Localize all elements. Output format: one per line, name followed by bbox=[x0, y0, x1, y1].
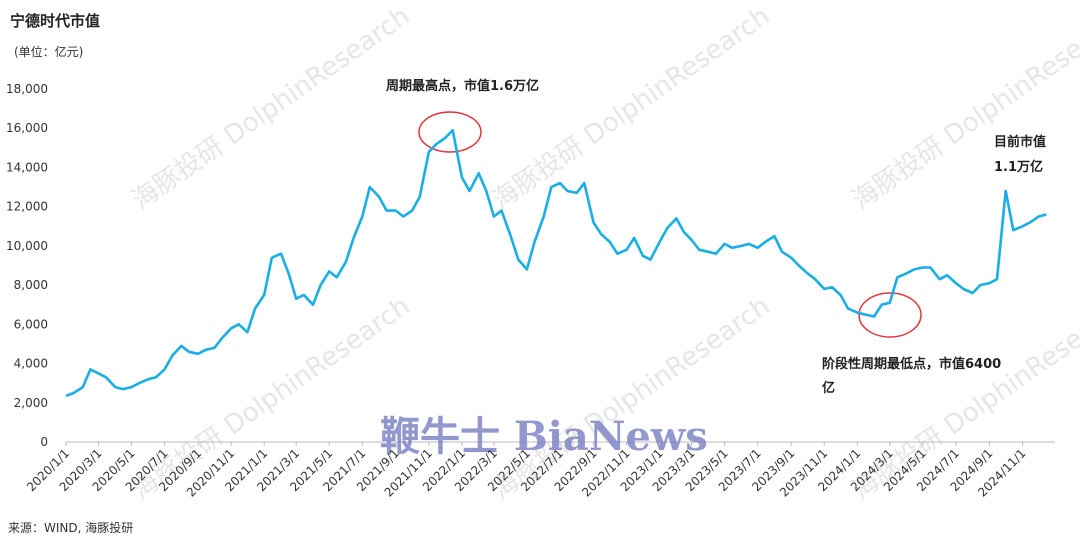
watermark: 海豚投研 DolphinResearch bbox=[847, 1, 1080, 216]
unit-label: (单位：亿元) bbox=[14, 44, 83, 59]
annotation: 周期最高点，市值1.6万亿 bbox=[386, 78, 539, 94]
y-tick-label: 2,000 bbox=[14, 396, 48, 410]
chart-title: 宁德时代市值 bbox=[10, 12, 100, 30]
annotation: 目前市值 bbox=[994, 134, 1046, 150]
y-tick-label: 14,000 bbox=[6, 160, 48, 174]
watermark: 海豚投研 DolphinResearch bbox=[487, 1, 776, 216]
annotation: 1.1万亿 bbox=[994, 159, 1043, 175]
low-circle bbox=[858, 292, 922, 338]
source: 来源：WIND, 海豚投研 bbox=[8, 520, 133, 535]
annotation: 亿 bbox=[822, 380, 835, 396]
watermark: 鞭牛士 BiaNews bbox=[380, 413, 708, 460]
y-tick-label: 12,000 bbox=[6, 200, 48, 214]
line bbox=[65, 128, 1047, 398]
y-tick-label: 6,000 bbox=[14, 317, 48, 331]
y-tick-label: 16,000 bbox=[6, 121, 48, 135]
y-tick-label: 0 bbox=[40, 435, 48, 449]
y-tick-label: 10,000 bbox=[6, 239, 48, 253]
annotation: 阶段性周期最低点，市值6400 bbox=[822, 356, 1001, 372]
y-tick-label: 4,000 bbox=[14, 357, 48, 371]
y-tick-label: 8,000 bbox=[14, 278, 48, 292]
y-tick-label: 18,000 bbox=[6, 82, 48, 96]
high-circle bbox=[418, 111, 482, 153]
watermark: 海豚投研 DolphinResearch bbox=[127, 1, 416, 216]
